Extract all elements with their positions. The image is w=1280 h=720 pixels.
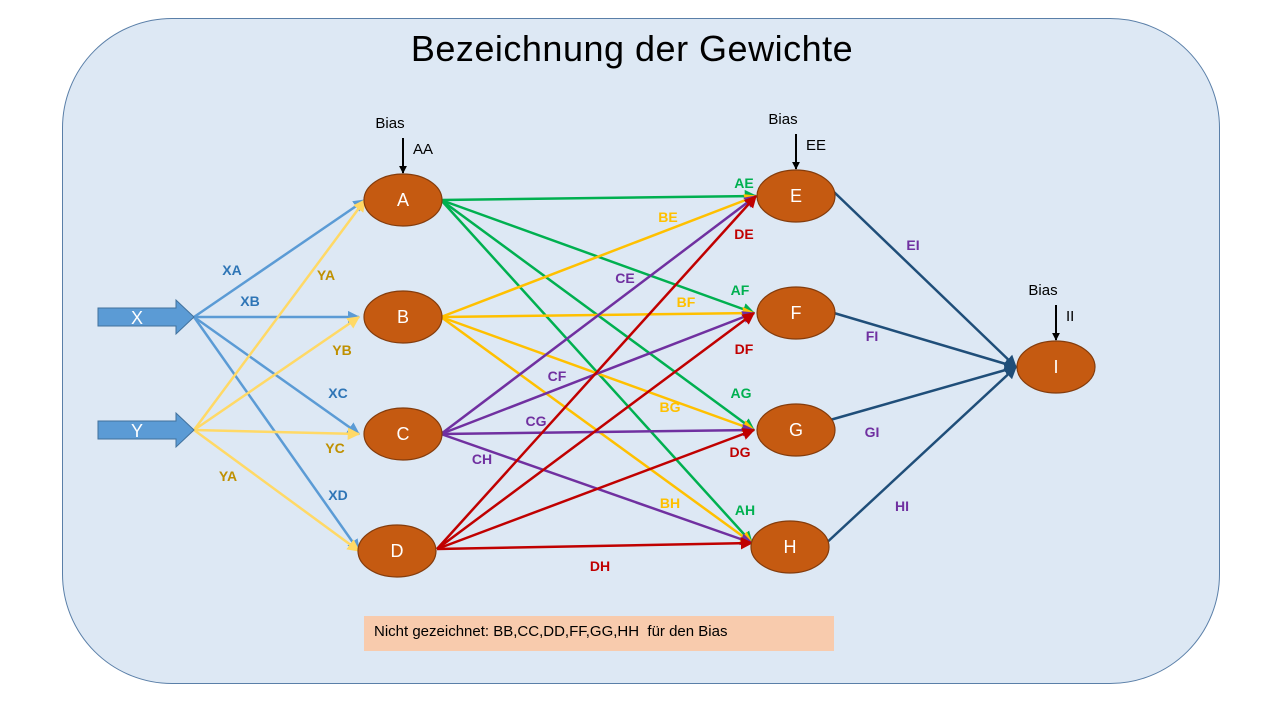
input-arrow-x: X [97, 298, 195, 336]
node-label-b: B [397, 307, 409, 327]
weight-label-ae: AE [734, 175, 753, 191]
weight-label-ce: CE [615, 270, 634, 286]
edge-h-i [821, 366, 1017, 548]
input-arrow-y: Y [97, 411, 195, 449]
weight-label-ch: CH [472, 451, 492, 467]
weight-label-hi: HI [895, 498, 909, 514]
node-f: F [756, 286, 836, 340]
note-box: Nicht gezeichnet: BB,CC,DD,FF,GG,HH für … [364, 616, 834, 651]
weight-label-yc: YC [325, 440, 344, 456]
weight-label-cf: CF [548, 368, 567, 384]
node-a: A [363, 173, 443, 227]
node-label-d: D [391, 541, 404, 561]
weight-label-bh: BH [660, 495, 680, 511]
weight-label-ei: EI [906, 237, 919, 253]
edge-y-b [193, 315, 361, 432]
weight-label-af: AF [731, 282, 750, 298]
weight-label-yb: YB [332, 342, 351, 358]
edge-y-a [192, 198, 367, 431]
bias-label: Bias [375, 115, 404, 132]
edge-x-d [192, 316, 361, 553]
diagram-title: Bezeichnung der Gewichte [410, 28, 854, 69]
edge-d-e [436, 195, 757, 550]
edge-y-c [193, 427, 361, 440]
edge-x-c [193, 315, 361, 436]
weight-label-de: DE [734, 226, 753, 242]
node-label-a: A [397, 190, 409, 210]
edge-f-i [833, 311, 1018, 370]
node-label-g: G [789, 420, 803, 440]
weight-label-xa: XA [222, 262, 241, 278]
node-g: G [756, 403, 836, 457]
node-c: C [363, 407, 443, 461]
weight-label-ag: AG [731, 385, 752, 401]
weight-label-bf: BF [677, 294, 696, 310]
node-d: D [357, 524, 437, 578]
weight-label-dh: DH [590, 558, 610, 574]
edge-g-i [829, 364, 1018, 422]
weight-label-dg: DG [730, 444, 751, 460]
bias-i: Bias II [1028, 282, 1074, 341]
bias-weight-label: AA [413, 141, 433, 158]
weight-label-xc: XC [328, 385, 347, 401]
node-b: B [363, 290, 443, 344]
node-label-e: E [790, 186, 802, 206]
edge-x-a [193, 198, 367, 319]
node-label-h: H [784, 537, 797, 557]
edge-d-g [436, 428, 756, 551]
weight-label-ya: YA [219, 468, 237, 484]
edge-c-f [440, 311, 756, 436]
edge-a-e [440, 189, 758, 203]
node-h: H [750, 520, 830, 574]
edge-e-i [833, 191, 1017, 368]
weight-label-ya: YA [317, 267, 335, 283]
node-label-f: F [791, 303, 802, 323]
input-label-x: X [131, 308, 143, 328]
bias-weight-label: II [1066, 308, 1074, 325]
weight-label-fi: FI [866, 328, 878, 344]
bias-label: Bias [768, 111, 797, 128]
weight-label-bg: BG [660, 399, 681, 415]
edge-c-e [440, 195, 757, 435]
edge-b-e [440, 194, 758, 319]
bias-weight-label: EE [806, 137, 826, 154]
edge-c-g [440, 423, 756, 437]
weight-label-gi: GI [865, 424, 880, 440]
weight-label-df: DF [735, 341, 754, 357]
edge-d-h [436, 536, 754, 551]
node-label-i: I [1053, 357, 1058, 377]
node-label-c: C [397, 424, 410, 444]
weight-label-be: BE [658, 209, 677, 225]
edge-d-f [436, 311, 756, 551]
weight-label-cg: CG [526, 413, 547, 429]
bias-a: Bias AA [375, 115, 433, 174]
weight-label-xb: XB [240, 293, 259, 309]
bias-e: Bias EE [768, 111, 826, 170]
node-i: I [1016, 340, 1096, 394]
bias-label: Bias [1028, 282, 1057, 299]
node-e: E [756, 169, 836, 223]
input-label-y: Y [131, 421, 143, 441]
edge-y-d [193, 428, 361, 553]
weight-label-xd: XD [328, 487, 347, 503]
weight-label-ah: AH [735, 502, 755, 518]
